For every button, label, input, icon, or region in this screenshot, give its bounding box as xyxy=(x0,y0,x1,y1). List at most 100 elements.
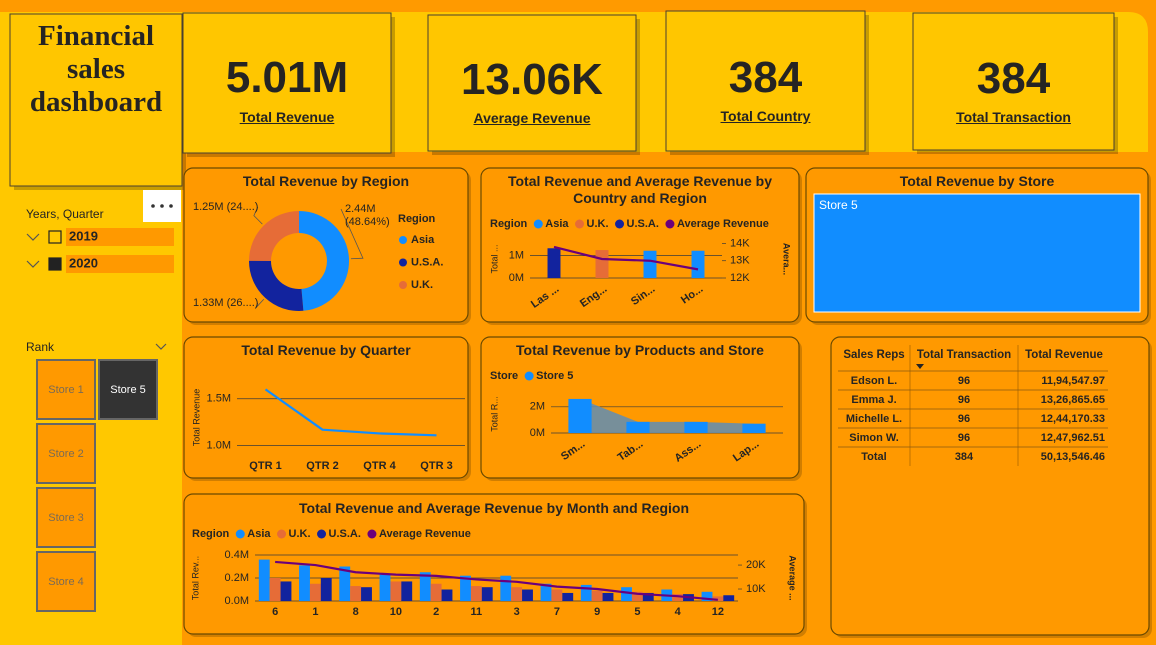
store-button[interactable] xyxy=(36,487,96,548)
kpi-value: 384 xyxy=(976,54,1051,103)
bar xyxy=(309,583,321,601)
legend-label: U.S.A. xyxy=(411,256,443,268)
card xyxy=(9,13,183,187)
dashboard-title: Financial sales dashboard xyxy=(29,20,163,118)
x-tick-label: 6 xyxy=(272,606,278,618)
store-button[interactable] xyxy=(36,423,96,484)
x-tick-label: 8 xyxy=(353,606,359,618)
legend-marker xyxy=(665,219,675,229)
legend-marker xyxy=(575,219,585,229)
y2-axis-title: Average ... xyxy=(788,555,798,600)
legend-marker xyxy=(524,371,534,381)
legend-label: U.K. xyxy=(587,218,609,230)
y-tick-label: 1.5M xyxy=(207,393,231,405)
legend-marker xyxy=(317,529,327,539)
kpi-value: 5.01M xyxy=(225,53,349,102)
bar xyxy=(547,248,561,278)
legend-marker xyxy=(615,219,625,229)
x-tick-label: 1 xyxy=(312,606,318,618)
slicer-item: 2020 xyxy=(69,255,98,270)
bar xyxy=(643,250,657,278)
checkbox[interactable] xyxy=(48,230,62,244)
y-axis-title: Total R... xyxy=(489,396,499,432)
store-button[interactable] xyxy=(36,551,96,612)
y-tick-label: 0.0M xyxy=(225,595,249,607)
treemap-tile xyxy=(813,193,1141,313)
chevron[interactable] xyxy=(26,233,40,241)
legend-title: Region xyxy=(398,213,436,225)
store-button-label: Store 4 xyxy=(48,576,83,588)
chevron[interactable] xyxy=(26,260,40,268)
bar xyxy=(691,250,705,278)
kpi-value: 13.06K xyxy=(461,55,603,104)
chart-title: Total Revenue by Products and Store xyxy=(516,342,764,358)
table-cell: 96 xyxy=(958,432,970,444)
bar xyxy=(339,566,351,601)
bar xyxy=(269,578,281,601)
bar xyxy=(401,581,413,601)
x-tick-label: QTR 3 xyxy=(420,460,452,472)
bar xyxy=(522,589,533,601)
sort-indicator xyxy=(916,364,924,369)
slicer-title: Rank xyxy=(26,340,55,354)
kpi-label: Average Revenue xyxy=(473,110,591,126)
chart-title: Total Revenue by Region xyxy=(242,173,410,189)
bar xyxy=(580,584,592,601)
bar xyxy=(551,589,563,601)
bar xyxy=(672,594,684,601)
legend-marker xyxy=(399,258,407,267)
x-tick-label: QTR 2 xyxy=(306,460,338,472)
table-cell: Emma J. xyxy=(851,394,896,406)
bar xyxy=(441,589,453,601)
table-cell: 50,13,546.46 xyxy=(1041,451,1105,463)
donut-slice xyxy=(299,211,350,311)
x-tick-label: 7 xyxy=(554,606,560,618)
bar xyxy=(430,583,442,601)
checkbox[interactable] xyxy=(48,257,62,271)
legend-label: Asia xyxy=(411,234,435,246)
bar xyxy=(642,592,654,601)
store-button-label: Store 5 xyxy=(110,384,145,396)
y-tick-label: 0.4M xyxy=(225,549,249,561)
table-cell: 12,47,962.51 xyxy=(1041,432,1105,444)
legend-label: U.K. xyxy=(289,528,311,540)
y-tick-label: 2M xyxy=(530,401,545,413)
chevron[interactable] xyxy=(155,343,167,350)
y-tick-label: 0M xyxy=(509,272,524,284)
x-tick-label: 12 xyxy=(712,606,724,618)
legend-marker xyxy=(235,529,245,539)
x-tick-label: 2 xyxy=(433,606,439,618)
bar xyxy=(723,595,735,601)
y2-tick-label: 12K xyxy=(730,272,750,284)
bar xyxy=(631,591,643,601)
bar xyxy=(591,590,603,601)
more-dot xyxy=(169,204,173,208)
leader-line xyxy=(340,208,364,260)
store-button[interactable] xyxy=(98,359,158,420)
y-tick-label: 0M xyxy=(530,427,545,439)
panel xyxy=(480,336,800,479)
x-tick-label: 5 xyxy=(634,606,640,618)
legend-label: U.S.A. xyxy=(627,218,659,230)
slicer-item: 2019 xyxy=(69,228,98,243)
x-tick-label: 3 xyxy=(514,606,520,618)
bar xyxy=(602,592,614,601)
store-button[interactable] xyxy=(36,359,96,420)
legend-label: U.K. xyxy=(411,279,433,291)
leader-line xyxy=(253,206,263,225)
store-button-label: Store 3 xyxy=(48,512,83,524)
table-cell: 96 xyxy=(958,413,970,425)
chart-title: Total Revenue and Average Revenue by Mon… xyxy=(299,500,689,516)
table-header: Total Revenue xyxy=(1025,349,1103,361)
legend-title: Store xyxy=(490,370,518,382)
table-cell: Michelle L. xyxy=(846,413,902,425)
y-axis-title: Total ... xyxy=(489,244,499,273)
bar xyxy=(500,575,512,601)
bar xyxy=(511,587,523,601)
bar xyxy=(540,583,552,601)
kpi-value: 384 xyxy=(728,53,803,102)
line xyxy=(553,245,699,271)
table-cell: 96 xyxy=(958,375,970,387)
more-dot xyxy=(160,204,164,208)
